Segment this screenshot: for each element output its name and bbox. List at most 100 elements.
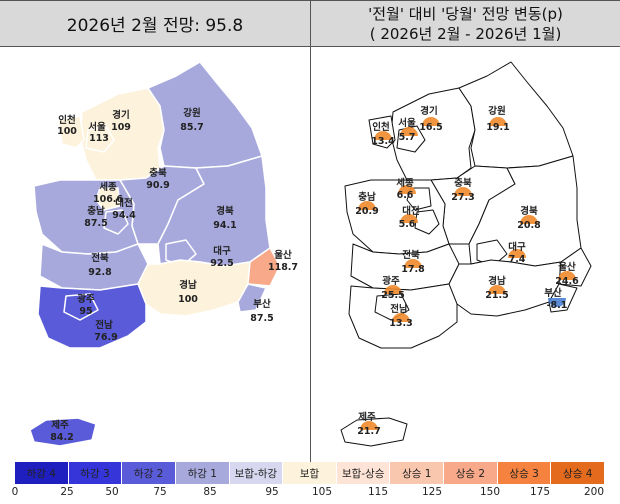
change-jeonbuk-value: 17.8 xyxy=(401,264,425,275)
legend-label: 보합-상승 xyxy=(341,467,385,480)
legend-label: 상승 4 xyxy=(563,467,593,480)
region-gwangju xyxy=(63,293,99,321)
label-gyeongbuk-name: 경북 xyxy=(216,205,234,217)
change-gwangju-name: 광주 xyxy=(382,275,400,287)
legend-tick: 95 xyxy=(265,486,279,498)
left-forecast-map: 인천 100 서울 113 경기 109 강원 85.7 충북 90.9 세종 … xyxy=(0,48,310,462)
label-gyeonggi-value: 109 xyxy=(111,122,131,133)
increase-marker-icon xyxy=(488,285,506,294)
change-gangwon-value: 19.1 xyxy=(486,122,509,133)
increase-marker-icon xyxy=(398,185,416,194)
change-gangwon-name: 강원 xyxy=(488,105,505,117)
outline-gangwon xyxy=(458,61,574,169)
label-daegu-value: 92.5 xyxy=(210,258,233,269)
change-gwangju-value: 25.5 xyxy=(381,290,404,301)
label-gyeongnam-value: 100 xyxy=(178,294,198,305)
region-daejeon xyxy=(103,209,129,235)
label-busan-name: 부산 xyxy=(253,298,271,310)
label-chungnam-name: 충남 xyxy=(87,205,105,217)
region-daegu xyxy=(165,239,197,267)
legend-tick: 175 xyxy=(529,486,551,498)
change-busan-name: 부산 xyxy=(544,287,562,299)
change-daegu-name: 대구 xyxy=(508,241,526,253)
legend-tick: 0 xyxy=(11,486,19,498)
region-seoul xyxy=(85,125,115,153)
label-sejong-value: 106.6 xyxy=(93,194,123,205)
legend-tick: 50 xyxy=(105,486,119,498)
legend-label: 상승 1 xyxy=(402,467,432,480)
change-gyeonggi-value: 16.5 xyxy=(419,122,442,133)
increase-marker-icon xyxy=(422,117,440,126)
label-sejong-name: 세종 xyxy=(99,181,117,193)
label-chungnam-value: 87.5 xyxy=(84,218,107,229)
legend-cell: 하강 4 xyxy=(15,462,68,484)
figure-frame xyxy=(0,0,620,1)
increase-marker-icon xyxy=(360,421,378,430)
increase-marker-icon xyxy=(454,187,472,196)
label-gangwon-name: 강원 xyxy=(183,107,200,119)
legend-tick: 85 xyxy=(203,486,217,498)
change-jeonnam-name: 전남 xyxy=(390,303,408,315)
label-jeonbuk-name: 전북 xyxy=(91,252,109,264)
legend-cell: 상승 3 xyxy=(497,462,551,484)
change-incheon-value: 13.4 xyxy=(371,136,395,147)
increase-marker-icon xyxy=(374,131,392,140)
legend-ticks: 0 25 50 75 85 95 105 115 125 150 175 200 xyxy=(0,486,620,502)
change-chungnam-name: 충남 xyxy=(358,191,376,203)
label-gangwon-value: 85.7 xyxy=(180,122,203,133)
legend-tick: 150 xyxy=(479,486,501,498)
change-ulsan-name: 울산 xyxy=(558,261,576,273)
change-gyeonggi-name: 경기 xyxy=(420,105,437,117)
right-change-map: 인천 13.4 서울 5.7 경기 16.5 강원 19.1 충남 20.9 세… xyxy=(311,48,620,462)
label-gyeonggi-name: 경기 xyxy=(112,109,129,121)
label-ulsan-value: 118.7 xyxy=(268,262,298,273)
label-jeonnam-value: 76.9 xyxy=(94,332,117,343)
region-gangwon xyxy=(147,61,263,169)
left-map-svg: 인천 100 서울 113 경기 109 강원 85.7 충북 90.9 세종 … xyxy=(29,61,298,447)
legend-label: 하강 3 xyxy=(80,467,110,480)
legend-cell: 보합 xyxy=(283,462,336,484)
change-jeju-name: 제주 xyxy=(358,411,376,423)
change-jeonnam-value: 13.3 xyxy=(389,318,412,329)
right-map-svg: 인천 13.4 서울 5.7 경기 16.5 강원 19.1 충남 20.9 세… xyxy=(340,61,592,447)
change-sejong-name: 세종 xyxy=(396,177,414,189)
change-seoul-value: 5.7 xyxy=(399,132,416,143)
color-legend: 하강 4 하강 3 하강 2 하강 1 보합-하강 보합 보합-상승 상승 1 … xyxy=(15,462,605,486)
change-chungnam-value: 20.9 xyxy=(355,206,378,217)
increase-marker-icon xyxy=(404,259,422,268)
legend-cell: 상승 4 xyxy=(551,462,605,484)
outline-daegu xyxy=(476,239,508,267)
right-title-line2: ( 2026년 2월 - 2026년 1월) xyxy=(369,24,562,43)
legend-label: 하강 2 xyxy=(133,467,164,480)
left-panel-title: 2026년 2월 전망: 95.8 xyxy=(0,1,310,47)
label-jeonnam-name: 전남 xyxy=(95,319,113,331)
label-gwangju-value: 95 xyxy=(79,306,92,317)
label-gyeongbuk-value: 94.1 xyxy=(213,220,236,231)
change-sejong-value: 6.6 xyxy=(397,190,414,201)
change-gyeongnam-value: 21.5 xyxy=(485,290,508,301)
change-gyeongbuk-name: 경북 xyxy=(520,205,538,217)
legend-cell: 하강 1 xyxy=(175,462,229,484)
increase-marker-icon xyxy=(358,201,376,210)
legend-cell: 보합-하강 xyxy=(229,462,283,484)
increase-marker-icon xyxy=(520,215,538,224)
change-daegu-value: 7.4 xyxy=(509,254,526,265)
legend-cell: 하강 3 xyxy=(68,462,122,484)
region-ulsan xyxy=(247,247,281,287)
change-gyeongnam-name: 경남 xyxy=(488,275,506,287)
legend-tick: 75 xyxy=(153,486,167,498)
label-jeonbuk-value: 92.8 xyxy=(88,267,112,278)
increase-marker-icon xyxy=(558,271,576,280)
change-seoul-name: 서울 xyxy=(398,117,416,129)
label-daejeon-name: 대전 xyxy=(115,197,132,209)
change-markers xyxy=(358,117,576,430)
change-daejeon-value: 5.6 xyxy=(399,219,416,230)
decrease-marker-icon xyxy=(548,298,566,307)
legend-cell: 하강 2 xyxy=(122,462,175,484)
legend-label: 상승 2 xyxy=(455,467,486,480)
label-gyeongnam-name: 경남 xyxy=(179,279,197,291)
label-chungbuk-name: 충북 xyxy=(149,167,167,179)
change-busan-value: -8.1 xyxy=(547,300,568,311)
change-jeonbuk-name: 전북 xyxy=(402,249,420,261)
label-daegu-name: 대구 xyxy=(213,245,231,257)
